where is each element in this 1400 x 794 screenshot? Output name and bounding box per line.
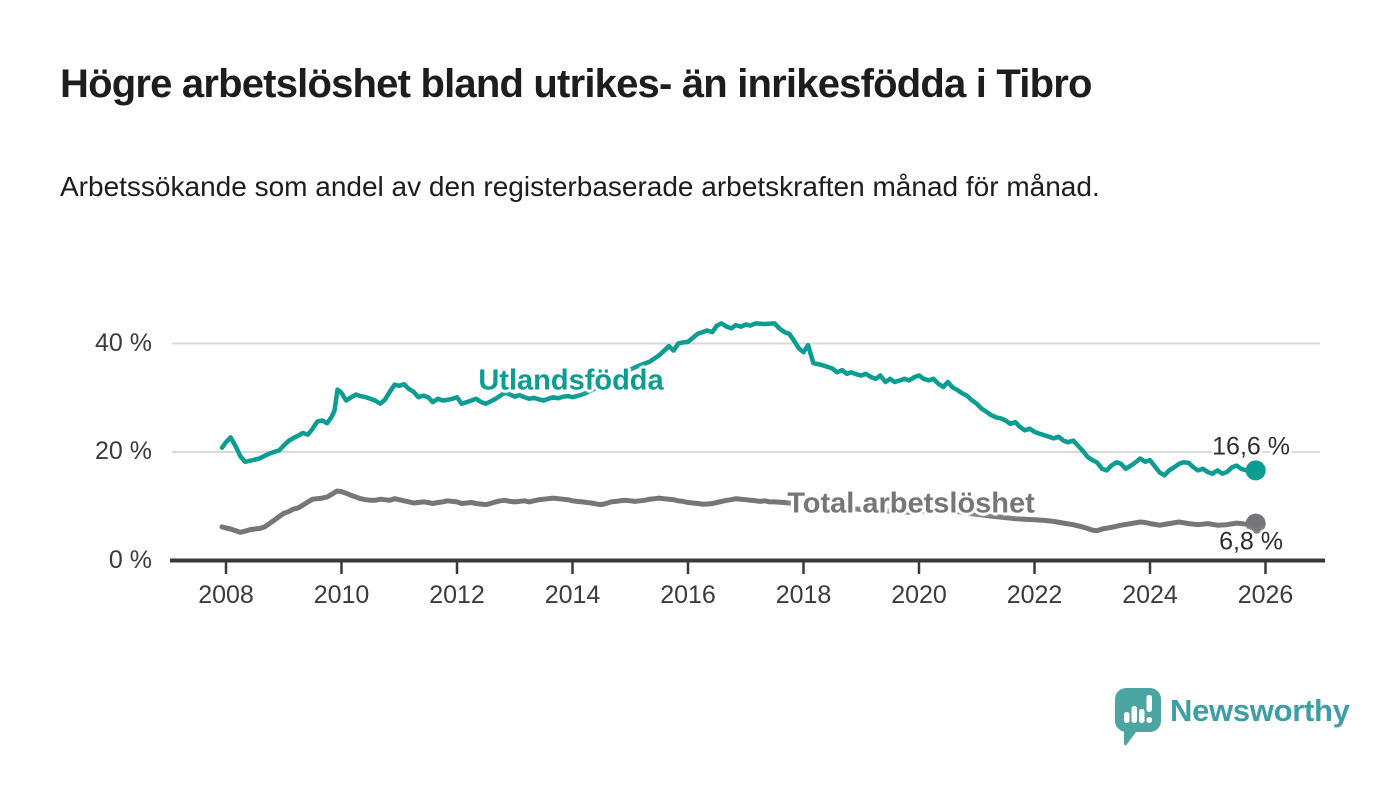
series-label-utlandsfodda: Utlandsfödda — [478, 364, 664, 397]
newsworthy-logo-icon — [1115, 688, 1161, 746]
series-label-total: Total arbetslöshet — [787, 487, 1035, 520]
x-tick-label: 2010 — [313, 581, 370, 609]
x-tick-label: 2024 — [1122, 581, 1178, 609]
logo-bar-1 — [1124, 712, 1130, 723]
value-label-utlandsfodda: 16,6 % — [1212, 432, 1290, 461]
x-tick-label: 2008 — [198, 581, 254, 609]
chart-subtitle: Arbetssökande som andel av den registerb… — [60, 171, 1100, 202]
y-tick-label: 40 % — [95, 328, 152, 357]
series-line-1 — [219, 488, 1259, 535]
y-tick-label: 0 % — [108, 545, 152, 574]
logo-exclamation-bar — [1146, 695, 1152, 712]
logo-exclamation-dot — [1146, 717, 1152, 723]
logo-bar-2 — [1131, 706, 1137, 723]
series-end-dot-0 — [1245, 460, 1266, 481]
series-line-0 — [219, 321, 1258, 478]
y-tick-label: 20 % — [95, 437, 152, 465]
logo-bar-3 — [1139, 709, 1145, 723]
x-tick-label: 2020 — [891, 581, 947, 609]
logo-bubble-shape — [1115, 688, 1161, 746]
x-tick-label: 2016 — [660, 581, 716, 609]
x-tick-label: 2026 — [1237, 581, 1294, 609]
newsworthy-wordmark: Newsworthy — [1170, 693, 1350, 728]
x-tick-label: 2018 — [775, 581, 832, 609]
x-tick-label: 2014 — [544, 581, 601, 609]
series-end-dot-1 — [1245, 513, 1266, 534]
x-tick-label: 2012 — [429, 581, 485, 609]
value-label-total: 6,8 % — [1219, 527, 1283, 556]
page-title: Högre arbetslöshet bland utrikes- än inr… — [60, 62, 1092, 106]
x-tick-label: 2022 — [1006, 581, 1063, 609]
